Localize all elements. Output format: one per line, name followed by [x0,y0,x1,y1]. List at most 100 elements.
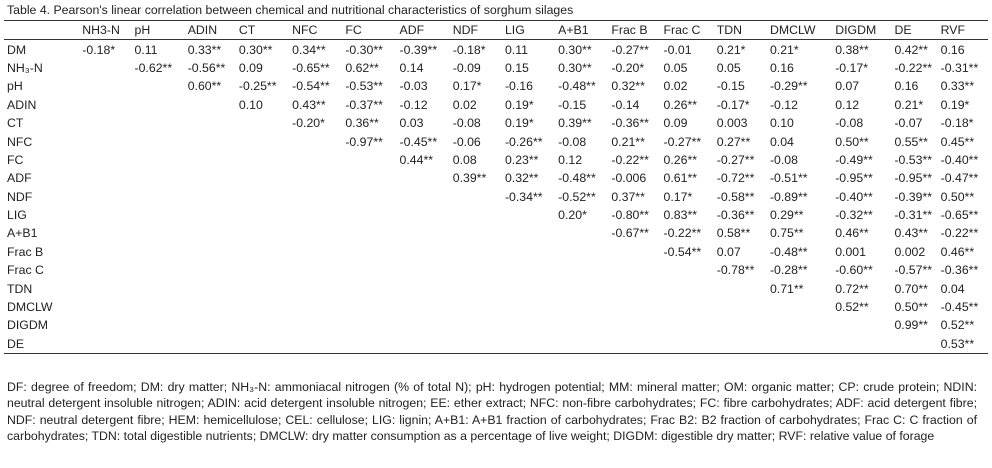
correlation-cell: -0.67** [611,226,649,241]
empty-cell [79,224,131,242]
table-row: Frac C -0.78** -0.28** -0.60** -0.57** -0.36*… [4,261,988,279]
column-header: RVF [940,23,965,38]
empty-cell [79,335,131,354]
correlation-cell: -0.56** [187,60,226,75]
correlation-cell: 0.03 [399,116,424,131]
column-header: A+B1 [558,23,589,38]
empty-cell [289,206,342,224]
correlation-cell: 0.32** [611,79,645,94]
correlation-cell: -0.89** [769,189,808,204]
empty-cell [767,316,832,334]
correlation-cell: -0.08 [558,134,587,149]
empty-cell [450,279,502,297]
correlation-cell: 0.09 [663,116,688,131]
column-header: Frac B [611,23,648,38]
empty-cell [132,132,185,150]
empty-cell [555,261,608,279]
correlation-cell: -0.32** [835,208,873,223]
correlation-cell: 0.16 [894,79,919,94]
empty-cell [236,132,289,150]
empty-cell [132,298,185,316]
correlation-cell: -0.03 [399,79,428,94]
empty-cell [132,335,185,354]
column-header: NFC [292,23,318,38]
correlation-cell: 0.26** [663,152,698,167]
correlation-cell: -0.22** [611,152,649,167]
correlation-cell: 0.45** [940,134,975,149]
correlation-cell: 0.04 [769,134,794,149]
correlation-cell: 0.30** [558,42,592,57]
correlation-cell: -0.36** [940,263,979,278]
correlation-cell: -0.08 [769,152,798,167]
empty-cell [79,206,131,224]
row-label: pH [7,79,23,94]
row-label: NFC [7,134,33,149]
correlation-cell: 0.19* [940,97,970,112]
correlation-cell: 0.12 [558,152,583,167]
empty-cell [767,335,832,354]
empty-cell [132,169,185,187]
row-label: CT [7,116,24,131]
correlation-cell: -0.48** [558,79,596,94]
empty-cell [342,224,396,242]
empty-cell [342,298,396,316]
correlation-cell: 0.83** [663,208,698,223]
correlation-cell: 0.36** [345,116,379,131]
correlation-cell: -0.15 [716,79,745,94]
correlation-cell: -0.95** [835,171,873,186]
column-header: FC [345,23,362,38]
empty-cell [236,188,289,206]
correlation-table: NH3-N pH ADIN CT NFC FC ADF NDF LIG A+B1 Frac B Fra… [4,20,988,354]
empty-cell [236,151,289,169]
table-body: DM -0.18* 0.11 0.33** 0.30** 0.34** -0.30** -0.… [4,40,988,354]
empty-cell [767,298,832,316]
column-header: CT [238,23,256,38]
empty-cell [502,224,555,242]
table-row: Frac B -0.54** 0.07 -0.48** 0.001 0.002 0.46** [4,243,988,261]
correlation-cell: 0.99** [894,318,928,333]
correlation-cell: -0.97** [345,134,383,149]
correlation-cell: -0.17* [835,60,869,75]
empty-cell [132,188,185,206]
empty-cell [236,261,289,279]
correlation-cell: 0.19* [504,116,534,131]
empty-cell [185,279,236,297]
correlation-cell: 0.02 [663,79,688,94]
column-header: NDF [452,23,479,38]
correlation-cell: 0.50** [835,134,869,149]
correlation-cell: -0.65** [940,208,979,223]
empty-cell [342,279,396,297]
correlation-cell: -0.20* [292,116,325,131]
row-label: ADF [7,171,32,186]
correlation-cell: -0.28** [769,263,808,278]
empty-cell [342,335,396,354]
empty-cell [397,206,450,224]
empty-cell [608,316,660,334]
empty-cell [79,114,131,132]
empty-cell [289,224,342,242]
correlation-cell: -0.34** [504,189,543,204]
empty-cell [502,298,555,316]
empty-cell [185,316,236,334]
column-header: pH [134,23,151,38]
correlation-cell: -0.80** [611,208,649,223]
table-row: DE 0.53** [4,335,988,354]
empty-cell [714,335,767,354]
empty-cell [185,335,236,354]
empty-cell [555,335,608,354]
empty-cell [132,206,185,224]
empty-cell [132,224,185,242]
correlation-cell: -0.18* [452,42,486,57]
empty-cell [450,206,502,224]
empty-cell [185,188,236,206]
correlation-cell: -0.45** [399,134,438,149]
empty-cell [608,279,660,297]
correlation-cell: -0.07 [894,116,923,131]
empty-cell [132,243,185,261]
correlation-cell: 0.11 [504,42,528,57]
correlation-cell: 0.33** [940,79,975,94]
correlation-cell: -0.08 [452,116,481,131]
empty-cell [555,298,608,316]
row-label: DIGDM [7,318,48,333]
correlation-cell: -0.12 [399,97,428,112]
